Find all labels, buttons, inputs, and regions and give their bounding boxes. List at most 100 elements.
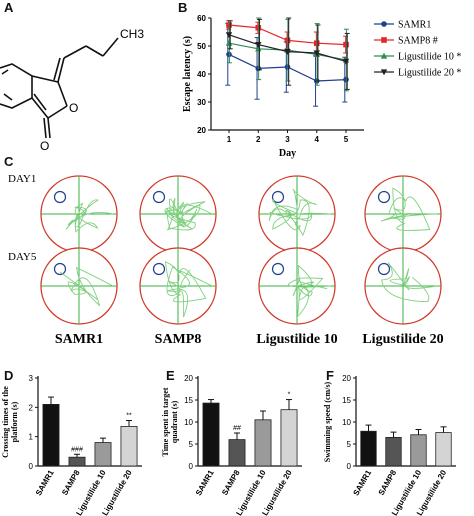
bar	[410, 434, 427, 467]
panel-label-d: D	[4, 368, 14, 383]
y-tick-label: 3	[29, 374, 34, 383]
group-label: Ligustilide 20	[362, 332, 443, 347]
platform-marker	[377, 190, 391, 204]
swim-path	[380, 187, 438, 231]
panel-label-c: C	[4, 154, 14, 169]
platform-marker	[271, 190, 285, 204]
y-axis-title: Swimming speed (cm/s)	[323, 381, 332, 462]
data-point	[225, 32, 233, 39]
y-tick-label: 40	[197, 70, 206, 79]
panel-label-e: E	[166, 368, 175, 383]
bar	[280, 409, 298, 467]
y-tick-label: 20	[197, 126, 206, 135]
bar	[385, 437, 402, 467]
bar	[360, 430, 377, 467]
x-axis-title: Day	[279, 148, 296, 159]
data-point	[313, 50, 320, 57]
panel-label-f: F	[326, 368, 334, 383]
bar	[68, 456, 86, 467]
pool-day5-1	[40, 247, 118, 325]
y-tick-label: 20	[342, 374, 351, 383]
y-tick-label: 5	[347, 440, 352, 449]
bar	[42, 404, 60, 467]
y-tick-label: 0	[189, 462, 194, 471]
x-tick-label: 1	[227, 135, 232, 144]
platform-marker	[53, 262, 67, 276]
legend-marker	[381, 21, 387, 27]
legend-label: SAMR1	[398, 20, 431, 31]
x-tick-label: SAMR1	[351, 468, 373, 497]
significance-label: ##	[233, 425, 241, 432]
pool-day5-2	[139, 247, 217, 325]
y-tick-label: 2	[29, 403, 34, 412]
x-tick-label: 2	[256, 135, 261, 144]
group-label: SAMR1	[55, 332, 103, 347]
bar	[94, 442, 112, 467]
legend-label: Ligustilide 20 *	[398, 68, 461, 79]
y-tick-label: 10	[184, 418, 193, 427]
data-point	[255, 42, 262, 48]
y-tick-label: 15	[342, 396, 351, 405]
y-tick-label: 15	[184, 396, 193, 405]
swim-path	[164, 198, 213, 231]
y-tick-label: 20	[184, 374, 193, 383]
row-label-day1: DAY1	[8, 173, 36, 185]
x-tick-label: 3	[285, 135, 290, 144]
bar	[435, 432, 452, 467]
platform-marker	[377, 262, 391, 276]
legend-marker	[380, 52, 388, 59]
legend-label: Ligustilide 10 *	[398, 52, 461, 63]
y-axis-title: platform (s)	[10, 401, 19, 442]
platform-marker	[152, 190, 166, 204]
y-axis-title: Escape latency (s)	[182, 36, 193, 112]
x-tick-label: SAMP8	[377, 468, 399, 497]
platform-marker	[152, 262, 166, 276]
platform-marker	[271, 262, 285, 276]
legend-marker	[380, 69, 388, 76]
x-tick-label: SAMR1	[34, 468, 56, 497]
pool-day1-4	[364, 175, 442, 253]
significance-label: ###	[71, 446, 83, 453]
platform-marker	[53, 190, 67, 204]
bar	[120, 426, 138, 467]
y-axis-title: Crossing times of the	[1, 386, 10, 458]
data-point	[225, 39, 233, 46]
bar	[254, 419, 272, 467]
svg-text:O: O	[69, 101, 78, 115]
y-tick-label: 0	[29, 462, 34, 471]
swim-path-grid: DAY1 DAY5 SAMR1 SAMP8 Ligustilide 10 Ligustil…	[8, 173, 444, 347]
x-tick-label: 5	[344, 135, 349, 144]
group-label: SAMP8	[155, 332, 202, 347]
pool-day5-3	[258, 247, 336, 325]
panel-label-b: B	[178, 0, 188, 15]
x-tick-label: 4	[315, 135, 320, 144]
swim-path	[59, 266, 114, 307]
svg-text:O: O	[40, 139, 49, 153]
y-axis-title: quadrant (s)	[170, 400, 179, 443]
y-tick-label: 60	[197, 14, 206, 23]
legend-marker	[381, 37, 387, 43]
pool-day1-2	[139, 175, 217, 253]
bar	[202, 402, 220, 467]
y-axis-title: Time spent in target	[161, 387, 170, 456]
y-tick-label: 0	[347, 462, 352, 471]
panel-label-a: A	[4, 0, 14, 15]
pool-day1-1	[40, 175, 118, 253]
swim-path	[65, 199, 114, 233]
x-tick-label: SAMP8	[220, 468, 242, 497]
pool-day1-3	[258, 175, 336, 253]
swim-path	[268, 189, 332, 237]
swim-path	[164, 261, 213, 318]
escape-latency-chart: 20 30 40 50 60 1 2 3 4 5 Day Escape latency (s) SAMR…	[182, 14, 461, 159]
pool-day5-4	[364, 247, 442, 325]
swim-path	[288, 264, 332, 319]
y-tick-label: 50	[197, 42, 206, 51]
y-tick-label: 30	[197, 98, 206, 107]
significance-label: **	[126, 413, 132, 420]
series-4	[225, 17, 350, 90]
legend-label: SAMP8 #	[398, 36, 438, 47]
significance-label: *	[288, 392, 291, 399]
y-tick-label: 1	[29, 433, 34, 442]
